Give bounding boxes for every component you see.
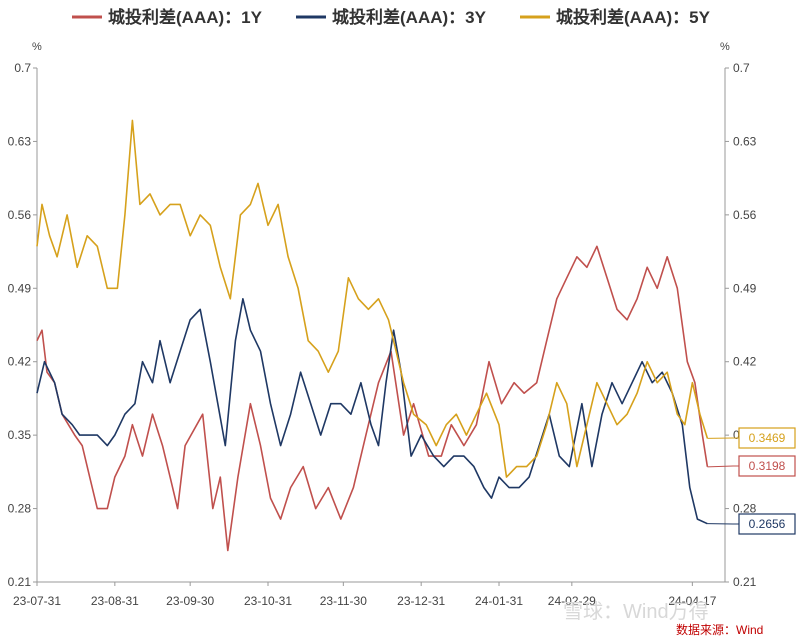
y-tick-label-left: 0.49 <box>8 281 32 295</box>
watermark-text: 雪球：Wind万得 <box>563 600 709 623</box>
x-tick-label: 23-11-30 <box>320 594 367 608</box>
x-tick-label: 23-12-31 <box>397 594 445 608</box>
x-ticks: 23-07-31 23-08-31 23-09-30 23-10-31 23-11-30… <box>13 582 717 608</box>
x-tick-label: 23-08-31 <box>91 594 139 608</box>
legend-label-5y: 城投利差(AAA)：5Y <box>556 7 711 27</box>
series-line-5y <box>36 119 709 478</box>
end-label-box-1y <box>738 455 796 477</box>
series-line-3y <box>36 297 708 525</box>
legend: 城投利差(AAA)：1Y 城投利差(AAA)：3Y 城投利差(AAA)：5Y <box>72 7 711 27</box>
y-ticks: 0.7 0.7 0.63 0.63 0.56 0.56 0.49 0.49 0.42 0.42 0.… <box>8 61 757 589</box>
y-tick-label-left: 0.7 <box>14 61 31 75</box>
y-tick-label-left: 0.56 <box>8 208 32 222</box>
x-tick-label: 24-01-31 <box>475 594 523 608</box>
y-tick-label-right: 0.7 <box>733 61 750 75</box>
legend-item-5y: 城投利差(AAA)：5Y <box>520 7 711 27</box>
x-tick-label: 24-02-29 <box>548 594 596 608</box>
end-label-box-3y <box>738 513 796 535</box>
end-labels: 0.3469 0.3198 0.2656 <box>707 427 796 535</box>
end-label-box-5y <box>738 427 796 449</box>
legend-item-1y: 城投利差(AAA)：1Y <box>72 7 263 27</box>
y-tick-label-left: 0.42 <box>8 355 32 369</box>
right-axis-unit: % <box>720 41 730 53</box>
series-group <box>36 119 709 552</box>
y-tick-label-right: 0.28 <box>733 502 757 516</box>
end-label-value-3y: 0.2656 <box>749 517 786 531</box>
y-tick-label-left: 0.21 <box>8 575 32 589</box>
source-note: 数据来源：Wind <box>676 622 763 637</box>
x-tick-label: 23-07-31 <box>13 594 61 608</box>
legend-item-3y: 城投利差(AAA)：3Y <box>296 7 487 27</box>
y-tick-label-left: 0.63 <box>8 134 32 148</box>
left-axis-unit: % <box>32 41 42 53</box>
x-tick-label: 24-04-17 <box>668 594 716 608</box>
y-tick-label-right: 0.49 <box>733 281 757 295</box>
end-label-value-1y: 0.3198 <box>749 459 786 473</box>
y-tick-label-right: 0.21 <box>733 575 757 589</box>
x-tick-label: 23-10-31 <box>244 594 292 608</box>
series-line-1y <box>36 245 709 552</box>
legend-label-1y: 城投利差(AAA)：1Y <box>108 7 263 27</box>
y-tick-label-right: 0.63 <box>733 134 757 148</box>
y-tick-label-left: 0.28 <box>8 502 32 516</box>
x-tick-label: 23-09-30 <box>166 594 214 608</box>
end-label-value-5y: 0.3469 <box>749 431 786 445</box>
y-tick-label-right: 0.42 <box>733 355 757 369</box>
end-label-connector-1y <box>707 465 739 468</box>
y-tick-label-left: 0.35 <box>8 428 32 442</box>
legend-label-3y: 城投利差(AAA)：3Y <box>332 7 487 27</box>
y-tick-label-right: 0.56 <box>733 208 757 222</box>
